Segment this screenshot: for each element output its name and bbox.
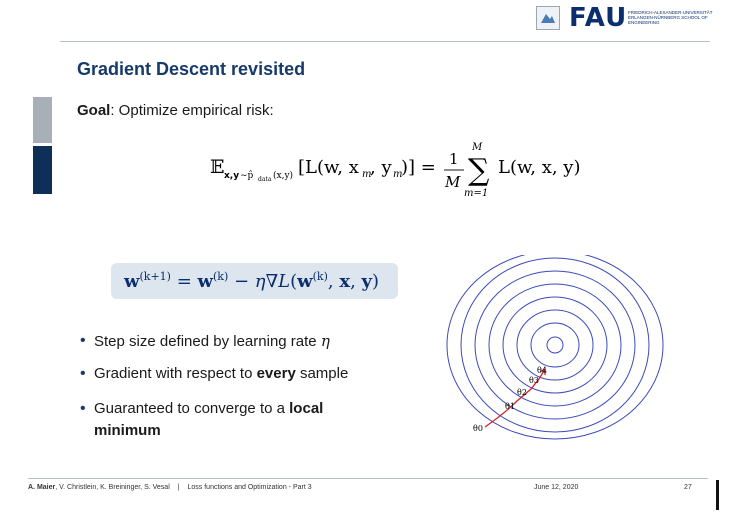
svg-text:m: m bbox=[362, 169, 371, 180]
theta-0-label: θ0 bbox=[473, 424, 483, 433]
bullet-bold: local bbox=[289, 400, 324, 417]
svg-text:1: 1 bbox=[449, 150, 459, 168]
descent-arrowhead bbox=[539, 368, 546, 375]
svg-text:𝔼: 𝔼 bbox=[210, 156, 224, 178]
theta-2-label: θ2 bbox=[517, 388, 527, 397]
edge-bar bbox=[716, 480, 719, 510]
update-rule-formula: w(k+1) = w(k) − η∇L(w(k), x, y) bbox=[124, 270, 380, 292]
fau-emblem-icon bbox=[536, 6, 560, 30]
side-marker-gray bbox=[33, 97, 52, 143]
bullet-text: Guaranteed to converge to a bbox=[94, 400, 290, 417]
eta-symbol: η bbox=[320, 332, 330, 350]
contour-ring bbox=[530, 322, 580, 368]
goal-line: Goal: Optimize empirical risk: bbox=[77, 102, 274, 119]
goal-label: Goal bbox=[77, 102, 111, 119]
contour-ring bbox=[502, 296, 608, 394]
theta-3-label: θ3 bbox=[529, 376, 539, 385]
theta-4-label: θ4 bbox=[537, 366, 547, 375]
svg-text:(x,y): (x,y) bbox=[273, 170, 293, 181]
footer-author-main: A. Maier bbox=[28, 484, 56, 491]
bullet-step-size: Step size defined by learning rate η bbox=[80, 332, 330, 350]
footer-separator: | bbox=[177, 484, 180, 491]
svg-text:, y: , y bbox=[370, 157, 392, 178]
bullet-gradient: Gradient with respect to every sample bbox=[80, 365, 349, 383]
goal-text: : Optimize empirical risk: bbox=[110, 102, 274, 119]
empirical-risk-formula: 𝔼 x,y ∼p̂ data (x,y) [L(w, x m , y m )] … bbox=[210, 140, 590, 200]
svg-text:∼p̂: ∼p̂ bbox=[240, 170, 254, 181]
bullet-bold-2: minimum bbox=[94, 422, 161, 439]
bottom-divider bbox=[28, 478, 708, 479]
svg-text:[L(w, x: [L(w, x bbox=[298, 157, 359, 178]
contour-ellipses bbox=[446, 250, 664, 440]
bullet-bold: every bbox=[256, 365, 296, 382]
contour-plot: θ0 θ1 θ2 θ3 θ4 bbox=[445, 250, 675, 445]
svg-text:M: M bbox=[444, 173, 461, 191]
footer-date: June 12, 2020 bbox=[534, 484, 579, 491]
svg-text:data: data bbox=[258, 176, 272, 183]
svg-text:m: m bbox=[393, 169, 402, 180]
svg-text:M: M bbox=[471, 142, 483, 153]
fau-logo-subtitle: FRIEDRICH-ALEXANDER-UNIVERSITÄT ERLANGEN… bbox=[628, 10, 713, 25]
footer-page-number: 27 bbox=[684, 484, 692, 491]
contour-ring bbox=[446, 250, 664, 440]
contour-ring bbox=[546, 336, 564, 354]
top-divider bbox=[60, 41, 710, 42]
theta-1-label: θ1 bbox=[505, 402, 515, 411]
bullet-text: Step size defined by learning rate bbox=[94, 333, 321, 350]
contour-ring bbox=[474, 270, 636, 420]
svg-text:L(w, x, y): L(w, x, y) bbox=[498, 157, 580, 178]
update-rule-box bbox=[111, 263, 398, 299]
slide-title: Gradient Descent revisited bbox=[77, 59, 306, 79]
bullet-converge: Guaranteed to converge to a local minimum bbox=[80, 398, 424, 442]
fau-logo: FAU bbox=[569, 3, 628, 33]
svg-text:x,y: x,y bbox=[224, 171, 239, 181]
footer-lecture: Loss functions and Optimization - Part 3 bbox=[187, 484, 312, 491]
footer-credits: A. Maier, V. Christlein, K. Breininger, … bbox=[28, 484, 312, 491]
contour-ring bbox=[516, 309, 594, 381]
svg-text:m=1: m=1 bbox=[464, 188, 488, 199]
bullet-tail: sample bbox=[295, 365, 349, 382]
side-marker-blue bbox=[33, 146, 52, 194]
svg-text:∑: ∑ bbox=[468, 153, 490, 188]
descent-path bbox=[484, 368, 546, 428]
footer-authors: , V. Christlein, K. Breininger, S. Vesal bbox=[55, 484, 170, 491]
contour-ring bbox=[460, 257, 650, 433]
contour-ring bbox=[488, 283, 622, 407]
bullet-text: Gradient with respect to bbox=[94, 365, 257, 382]
svg-text:)] =: )] = bbox=[401, 157, 436, 178]
